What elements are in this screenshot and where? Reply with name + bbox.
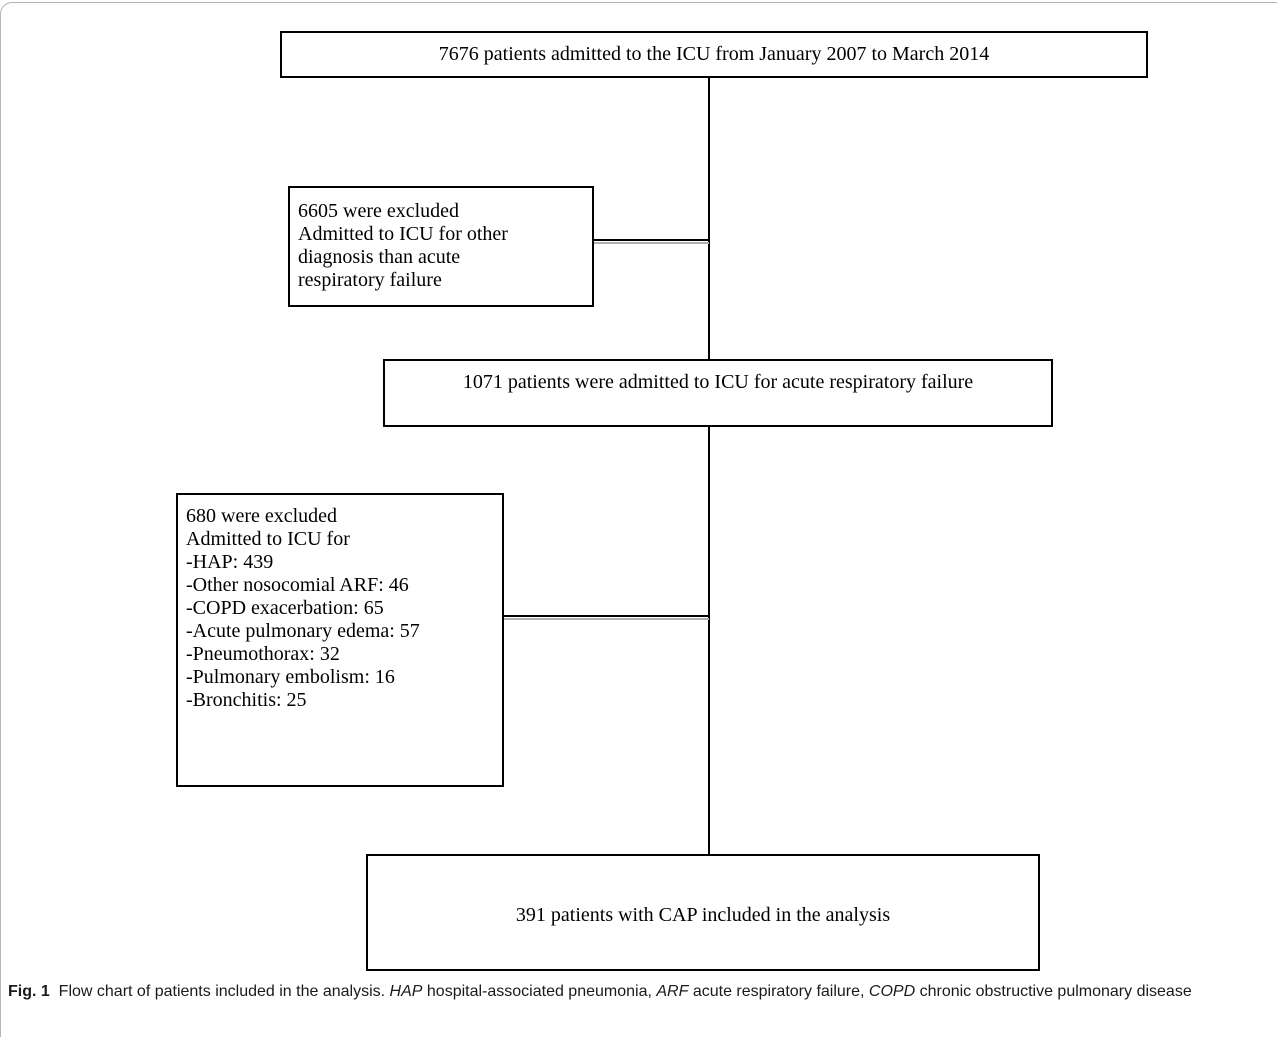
- box-second-exclusion-line: -COPD exacerbation: 65: [186, 597, 384, 619]
- box-second-exclusion-line: -Pneumothorax: 32: [186, 643, 340, 665]
- box-first-exclusion-line: respiratory failure: [298, 269, 442, 291]
- box-cap-included: 391 patients with CAP included in the an…: [366, 854, 1040, 971]
- box-second-exclusion-line: Admitted to ICU for: [186, 528, 350, 550]
- box-second-exclusion-line: -HAP: 439: [186, 551, 274, 573]
- caption-definition: chronic obstructive pulmonary disease: [919, 983, 1192, 1000]
- box-cap-text: 391 patients with CAP included in the an…: [515, 904, 891, 926]
- caption-definition: acute respiratory failure: [692, 983, 861, 1000]
- caption-definition: hospital-associated pneumonia: [426, 983, 648, 1000]
- box-total-admitted: 7676 patients admitted to the ICU from J…: [280, 31, 1148, 78]
- box-arf-text: 1071 patients were admitted to ICU for a…: [462, 371, 974, 393]
- figure-caption: Fig. 1 Flow chart of patients included i…: [8, 983, 1192, 1000]
- box-second-exclusion-line: -Other nosocomial ARF: 46: [186, 574, 409, 596]
- box-second-exclusion-line: -Acute pulmonary edema: 57: [186, 620, 420, 642]
- box-first-exclusion: 6605 were excluded Admitted to ICU for o…: [288, 186, 594, 307]
- box-first-exclusion-line: 6605 were excluded: [298, 200, 460, 222]
- box-second-exclusion-line: 680 were excluded: [186, 505, 338, 527]
- box-second-exclusion-line: -Pulmonary embolism: 16: [186, 666, 395, 688]
- caption-label: Fig. 1: [8, 983, 50, 1000]
- box-second-exclusion-line: -Bronchitis: 25: [186, 689, 307, 711]
- box-first-exclusion-line: diagnosis than acute: [298, 246, 461, 268]
- caption-abbr: HAP: [389, 983, 423, 1000]
- box-first-exclusion-line: Admitted to ICU for other: [298, 223, 508, 245]
- box-acute-respiratory-failure: 1071 patients were admitted to ICU for a…: [383, 359, 1053, 427]
- box-second-exclusion: 680 were excluded Admitted to ICU for -H…: [176, 493, 504, 787]
- caption-abbr: COPD: [868, 983, 916, 1000]
- caption-text: Flow chart of patients included in the a…: [58, 983, 386, 1000]
- caption-abbr: ARF: [656, 983, 689, 1000]
- box-total-text: 7676 patients admitted to the ICU from J…: [438, 43, 990, 65]
